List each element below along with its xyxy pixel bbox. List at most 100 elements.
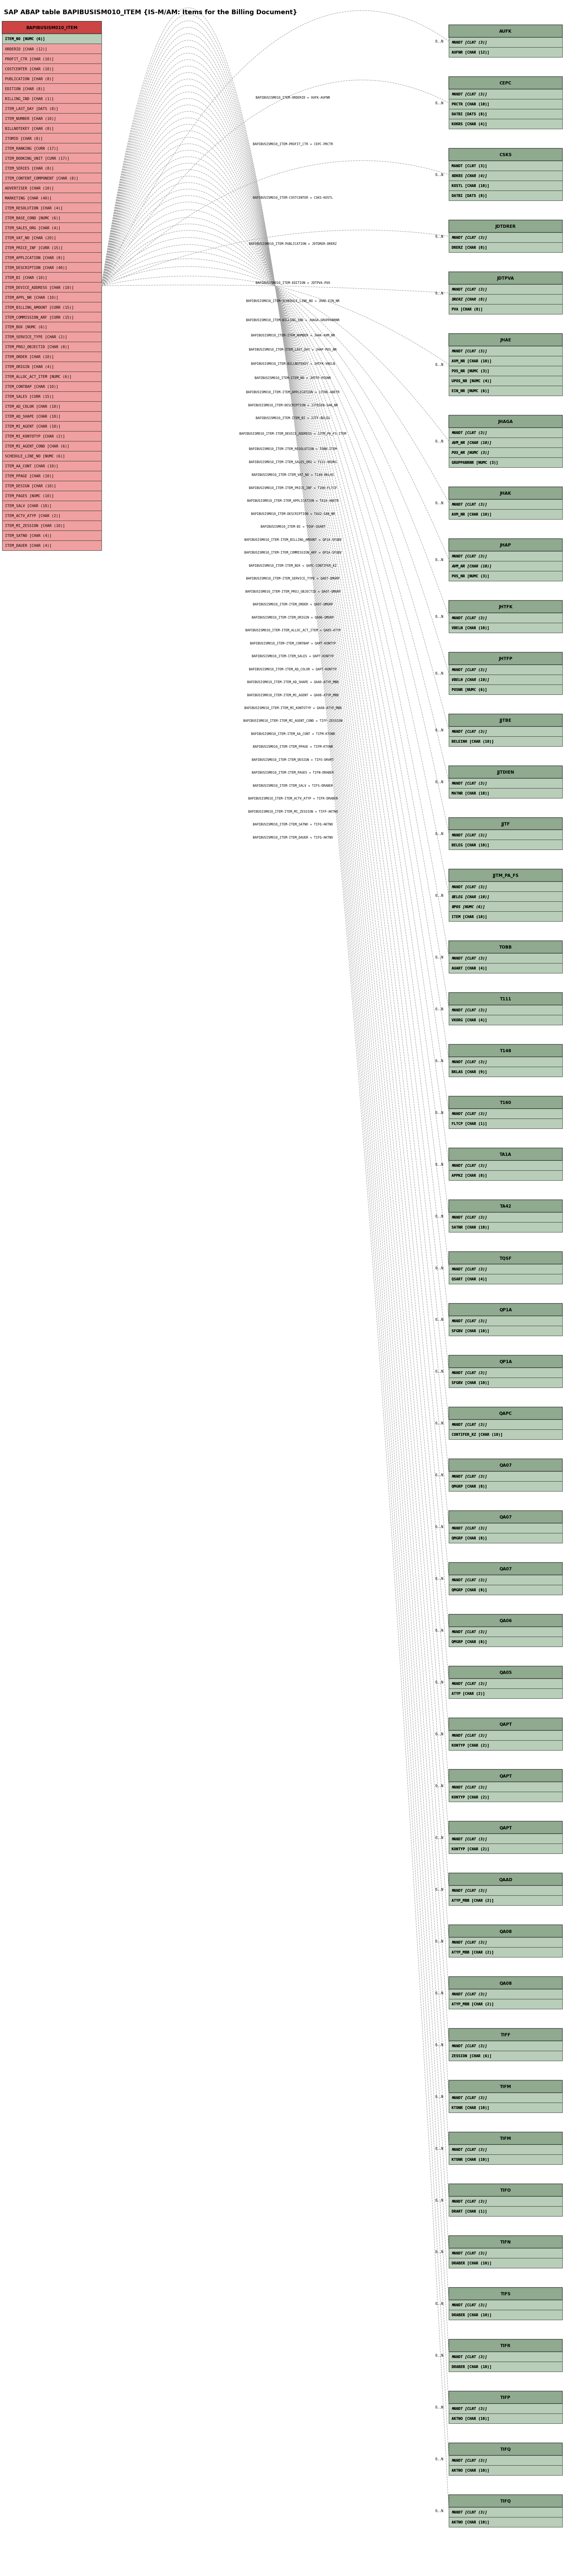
FancyBboxPatch shape (449, 2517, 562, 2527)
Text: JHTFP: JHTFP (498, 657, 513, 662)
Text: BAPIBUSISM010_ITEM-ITEM_ORDER = QA07-QMGRP: BAPIBUSISM010_ITEM-ITEM_ORDER = QA07-QMG… (253, 603, 333, 605)
Text: MANDT [CLNT (3)]: MANDT [CLNT (3)] (452, 2406, 487, 2411)
Text: BPOS [NUMC (6)]: BPOS [NUMC (6)] (452, 904, 485, 909)
Text: AKTNO [CHAR (10)]: AKTNO [CHAR (10)] (452, 2468, 489, 2473)
Text: AVM_NR [CHAR (10)]: AVM_NR [CHAR (10)] (452, 513, 492, 515)
Text: KONTYP [CHAR (2)]: KONTYP [CHAR (2)] (452, 1847, 489, 1850)
Text: SATNR [CHAR (18)]: SATNR [CHAR (18)] (452, 1226, 489, 1229)
Text: 0..N: 0..N (435, 363, 443, 366)
FancyBboxPatch shape (449, 222, 562, 232)
Text: MANDT [CLNT (3)]: MANDT [CLNT (3)] (452, 667, 487, 672)
Text: 0..N: 0..N (435, 832, 443, 835)
FancyBboxPatch shape (2, 361, 101, 371)
FancyBboxPatch shape (449, 273, 562, 283)
Text: MANDT [CLNT (3)]: MANDT [CLNT (3)] (452, 1061, 487, 1064)
Text: ITEM_AD_SHAPE [CHAR (10)]: ITEM_AD_SHAPE [CHAR (10)] (5, 415, 61, 417)
FancyBboxPatch shape (449, 1406, 562, 1419)
Text: 0..N: 0..N (435, 2249, 443, 2254)
Text: VBELN [CHAR (10)]: VBELN [CHAR (10)] (452, 626, 489, 629)
Text: MANDT [CLNT (3)]: MANDT [CLNT (3)] (452, 1216, 487, 1218)
FancyBboxPatch shape (449, 765, 562, 778)
Text: BAPIBUSISM010_ITEM-ITEM_NUMBER = JHAK-AVM_NR: BAPIBUSISM010_ITEM-ITEM_NUMBER = JHAK-AV… (251, 335, 335, 337)
Text: JDTDRER: JDTDRER (495, 224, 516, 229)
Text: JHAP: JHAP (500, 544, 511, 549)
FancyBboxPatch shape (449, 2506, 562, 2517)
FancyBboxPatch shape (449, 510, 562, 520)
Text: ITEM_ORDER [CHAR (10)]: ITEM_ORDER [CHAR (10)] (5, 355, 54, 358)
Text: MARKETING [CHAR (40)]: MARKETING [CHAR (40)] (5, 196, 52, 201)
Text: 0..N: 0..N (435, 894, 443, 896)
Text: MANDT [CLNT (3)]: MANDT [CLNT (3)] (452, 616, 487, 621)
Text: MANDT [CLNT (3)]: MANDT [CLNT (3)] (452, 502, 487, 507)
Text: BAPIBUSISM010_ITEM-ITEM_BOX = QAPC-CONTIFER_KZ: BAPIBUSISM010_ITEM-ITEM_BOX = QAPC-CONTI… (249, 564, 337, 567)
FancyBboxPatch shape (449, 2403, 562, 2414)
FancyBboxPatch shape (449, 778, 562, 788)
FancyBboxPatch shape (449, 2040, 562, 2050)
FancyBboxPatch shape (449, 2197, 562, 2205)
FancyBboxPatch shape (2, 193, 101, 204)
Text: QAAD: QAAD (499, 1878, 513, 1880)
Text: MANDT [CLNT (3)]: MANDT [CLNT (3)] (452, 1888, 487, 1893)
Text: QA07: QA07 (500, 1515, 512, 1520)
Text: BAPIBUSISM010_ITEM-ITEM_NO = JHTFP-POSNR: BAPIBUSISM010_ITEM-ITEM_NO = JHTFP-POSNR (255, 376, 331, 379)
FancyBboxPatch shape (2, 273, 101, 283)
Text: QMGRP [CHAR (8)]: QMGRP [CHAR (8)] (452, 1535, 487, 1540)
Text: MANDT [CLNT (3)]: MANDT [CLNT (3)] (452, 2458, 487, 2463)
Text: ITEM_CONTENT_COMPONENT [CHAR (8)]: ITEM_CONTENT_COMPONENT [CHAR (8)] (5, 175, 78, 180)
FancyBboxPatch shape (449, 294, 562, 304)
FancyBboxPatch shape (449, 1149, 562, 1162)
FancyBboxPatch shape (449, 438, 562, 448)
Text: KOKRS [CHAR (4)]: KOKRS [CHAR (4)] (452, 124, 487, 126)
FancyBboxPatch shape (449, 2455, 562, 2465)
Text: SAP ABAP table BAPIBUSISM010_ITEM {IS-M/AM: Items for the Billing Document}: SAP ABAP table BAPIBUSISM010_ITEM {IS-M/… (4, 10, 298, 15)
Text: MANDT [CLNT (3)]: MANDT [CLNT (3)] (452, 2406, 487, 2411)
Text: MANDT [CLNT (3)]: MANDT [CLNT (3)] (452, 1991, 487, 1996)
FancyBboxPatch shape (449, 2391, 562, 2403)
Text: KOSTL [CHAR (10)]: KOSTL [CHAR (10)] (452, 183, 489, 188)
FancyBboxPatch shape (449, 1481, 562, 1492)
Text: POSNR [NUMC (6)]: POSNR [NUMC (6)] (452, 688, 487, 690)
FancyBboxPatch shape (449, 600, 562, 613)
FancyBboxPatch shape (449, 953, 562, 963)
Text: MANDT [CLNT (3)]: MANDT [CLNT (3)] (452, 1061, 487, 1064)
Text: ITEM [CHAR (10)]: ITEM [CHAR (10)] (452, 914, 487, 920)
FancyBboxPatch shape (2, 155, 101, 162)
Text: TIFM: TIFM (500, 2084, 511, 2089)
Text: ITEM_RANKING [CURR (17)]: ITEM_RANKING [CURR (17)] (5, 147, 58, 149)
Text: BELEG [CHAR (10)]: BELEG [CHAR (10)] (452, 842, 489, 848)
Text: QMGRP [CHAR (8)]: QMGRP [CHAR (8)] (452, 1587, 487, 1592)
Text: TA1A: TA1A (500, 1151, 511, 1157)
Text: KTONR [CHAR (10)]: KTONR [CHAR (10)] (452, 2105, 489, 2110)
Text: BAPIBUSISM010_ITEM-ITEM_SALES = QAPT-KONTYP: BAPIBUSISM010_ITEM-ITEM_SALES = QAPT-KON… (252, 654, 334, 657)
Text: MANDT [CLNT (3)]: MANDT [CLNT (3)] (452, 2251, 487, 2254)
Text: TOBB: TOBB (499, 945, 512, 951)
FancyBboxPatch shape (449, 2287, 562, 2300)
Text: ZESSION [CHAR (6)]: ZESSION [CHAR (6)] (452, 2053, 492, 2058)
Text: MANDT [CLNT (3)]: MANDT [CLNT (3)] (452, 2458, 487, 2463)
FancyBboxPatch shape (449, 1886, 562, 1896)
FancyBboxPatch shape (449, 415, 562, 428)
FancyBboxPatch shape (449, 26, 562, 39)
FancyBboxPatch shape (449, 675, 562, 685)
FancyBboxPatch shape (449, 2092, 562, 2102)
FancyBboxPatch shape (449, 1564, 562, 1574)
FancyBboxPatch shape (2, 103, 101, 113)
Text: TIFF: TIFF (501, 2032, 511, 2038)
Text: BAPIBUSISM010_ITEM-ITEM_ACTV_ATYP = TIFR-DRABER: BAPIBUSISM010_ITEM-ITEM_ACTV_ATYP = TIFR… (248, 796, 338, 801)
FancyBboxPatch shape (2, 520, 101, 531)
FancyBboxPatch shape (2, 422, 101, 430)
Text: MANDT [CLNT (3)]: MANDT [CLNT (3)] (452, 1734, 487, 1736)
FancyBboxPatch shape (449, 100, 562, 108)
Text: QA05: QA05 (500, 1669, 512, 1674)
Text: BAPIBUSISM010_ITEM-ITEM_MI_KONTOTYP = QA08-ATYP_MBB: BAPIBUSISM010_ITEM-ITEM_MI_KONTOTYP = QA… (244, 706, 341, 708)
Text: MANDT [CLNT (3)]: MANDT [CLNT (3)] (452, 886, 487, 889)
Text: FLTCP [CHAR (1)]: FLTCP [CHAR (1)] (452, 1123, 487, 1126)
Text: BAPIBUSISM010_ITEM-BI = TQSF-QSART: BAPIBUSISM010_ITEM-BI = TQSF-QSART (260, 526, 325, 528)
Text: QA07: QA07 (500, 1463, 512, 1468)
Text: MANDT [CLNT (3)]: MANDT [CLNT (3)] (452, 1631, 487, 1633)
Text: ITEM_COMMISSION_ARF [CURR (15)]: ITEM_COMMISSION_ARF [CURR (15)] (5, 314, 74, 319)
Text: 0..N: 0..N (435, 729, 443, 732)
Text: 0..N: 0..N (435, 1319, 443, 1321)
Text: MANDT [CLNT (3)]: MANDT [CLNT (3)] (452, 350, 487, 353)
FancyBboxPatch shape (449, 940, 562, 953)
